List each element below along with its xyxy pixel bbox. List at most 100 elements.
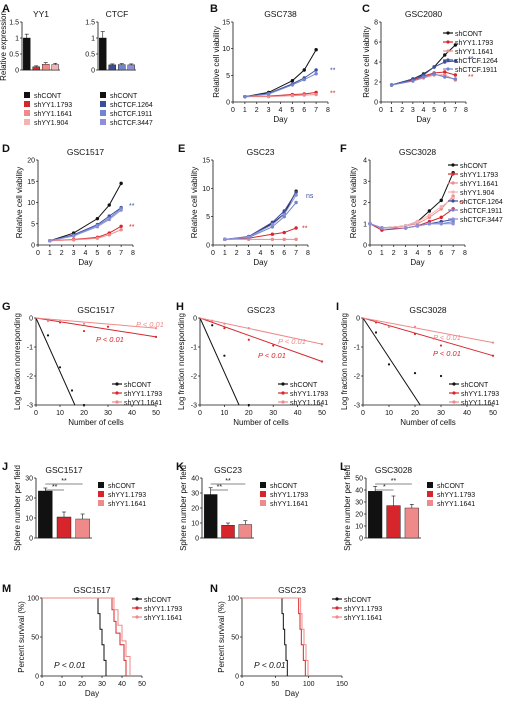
x-axis-title: Day (410, 258, 424, 267)
y-tick-label: 30 (191, 491, 199, 498)
legend-label: shCONT (144, 597, 172, 604)
data-point (266, 94, 271, 99)
legend-label: shYY1.1793 (144, 606, 182, 613)
y-axis-title: Relative expression (0, 11, 8, 81)
y-tick-label: 10 (25, 516, 33, 523)
data-point (411, 79, 415, 83)
data-point (439, 344, 443, 347)
legend-marker (451, 181, 455, 185)
data-point (82, 322, 86, 325)
x-tick-label: 1 (223, 250, 227, 257)
x-axis-title: Day (253, 258, 267, 267)
data-point (95, 225, 100, 229)
legend-marker (135, 615, 139, 619)
x-tick-label: 3 (247, 250, 251, 257)
data-point (223, 237, 227, 242)
data-point (453, 59, 458, 63)
fit-line (199, 317, 323, 345)
legend-marker (451, 208, 455, 212)
data-point (154, 335, 158, 338)
fit-line (362, 317, 494, 357)
x-axis-title: Number of cells (400, 418, 456, 427)
fit-line (199, 317, 323, 362)
y-tick-label: 1.5 (85, 20, 95, 27)
bar (127, 64, 136, 71)
x-tick-label: 50 (318, 410, 326, 417)
y-tick-label: -1 (191, 345, 197, 352)
y-tick-label: 6 (374, 40, 378, 47)
y-axis-title: Sphere number per field (13, 465, 22, 551)
chart-title: GSC23 (247, 305, 275, 315)
y-tick-label: -2 (27, 374, 33, 381)
y-tick-label: 1 (363, 221, 367, 228)
y-tick-label: 15 (202, 158, 210, 165)
y-tick-label: 5 (226, 73, 230, 80)
y-tick-label: 20 (27, 158, 35, 165)
x-tick-label: 5 (95, 250, 99, 257)
data-point (421, 75, 426, 79)
panel-label-k: K (176, 461, 184, 473)
chart-title: GSC1517 (45, 465, 83, 475)
data-point (413, 372, 417, 375)
legend-swatch (260, 482, 266, 488)
legend-label: shYY1.1793 (455, 40, 493, 47)
fit-line (35, 317, 157, 338)
panel-m: 0 50 100 0 10 20 30 40 50 Day Percent survival (%)… (17, 585, 182, 698)
chart-title: GSC1517 (73, 585, 111, 595)
data-point (320, 343, 324, 346)
bar (108, 64, 117, 71)
y-tick-label: 50 (31, 635, 39, 642)
data-point (439, 198, 443, 203)
data-point (453, 77, 458, 81)
legend-swatch (427, 500, 433, 506)
legend-label: shCTCF.1911 (460, 208, 502, 215)
data-point (387, 363, 391, 366)
x-tick-label: 20 (245, 410, 253, 417)
significance-mark: ns (306, 193, 314, 200)
x-tick-label: 10 (385, 410, 393, 417)
x-tick-label: 1 (380, 250, 384, 257)
legend-marker (451, 190, 455, 194)
x-tick-label: 2 (235, 250, 239, 257)
bar (203, 494, 218, 539)
data-point (282, 212, 286, 217)
legend-swatch (100, 101, 106, 107)
panel-label-h: H (176, 301, 184, 313)
y-tick-label: 4 (374, 60, 378, 67)
data-point (427, 209, 432, 213)
x-axis-title: Day (85, 689, 99, 698)
y-tick-label: -3 (191, 403, 197, 410)
x-axis-title: Number of cells (233, 418, 289, 427)
bar (32, 66, 41, 71)
significance-mark: ** (459, 201, 465, 208)
x-tick-label: 7 (453, 107, 457, 114)
legend-label: shYY1.1793 (34, 102, 72, 109)
y-tick-label: 1.5 (9, 20, 19, 27)
data-point (107, 217, 111, 222)
significance-mark: ** (468, 56, 474, 63)
series-line (391, 60, 456, 86)
x-tick-label: 1 (390, 107, 394, 114)
x-tick-label: 0 (40, 681, 44, 688)
chart-title: GSC23 (214, 465, 242, 475)
y-tick-label: -2 (354, 374, 360, 381)
bar (238, 524, 253, 539)
y-tick-label: 0 (374, 100, 378, 107)
panel-label-i: I (336, 301, 339, 313)
data-point (443, 70, 447, 74)
panel-label-g: G (2, 301, 11, 313)
data-point (223, 354, 226, 357)
bar (386, 505, 401, 539)
bar (38, 490, 53, 539)
chart-title: GSC738 (264, 9, 297, 19)
legend-marker (115, 391, 119, 395)
y-tick-label: -3 (354, 403, 360, 410)
x-tick-label: 0 (211, 250, 215, 257)
bar (22, 37, 31, 71)
legend-label: shCONT (460, 163, 488, 170)
significance-mark: ** (217, 484, 223, 491)
data-point (48, 239, 52, 243)
